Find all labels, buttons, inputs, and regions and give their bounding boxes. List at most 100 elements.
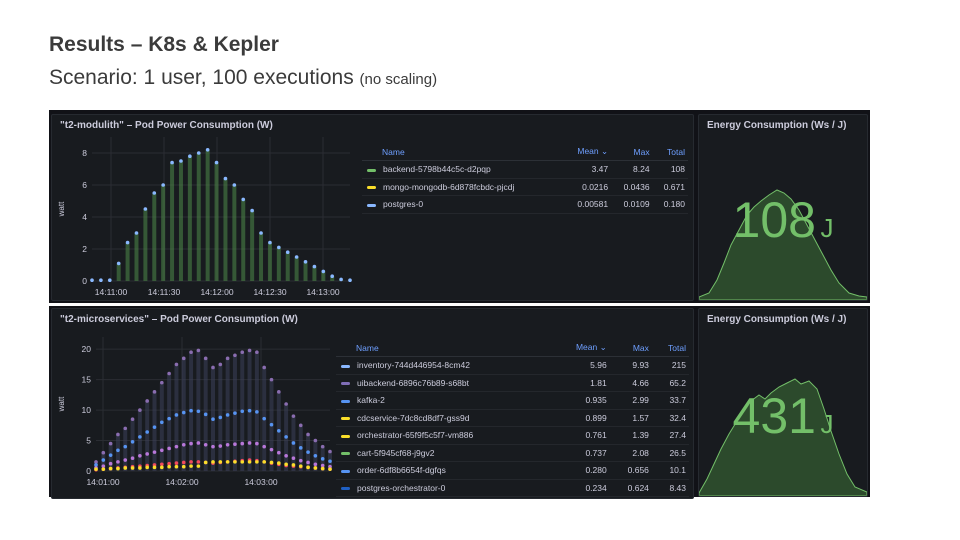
data-point — [211, 460, 215, 464]
data-point — [259, 231, 263, 235]
legend-row[interactable]: kafka-2 0.935 2.99 33.7 — [336, 391, 689, 410]
data-bar — [178, 161, 183, 281]
legend-header-max[interactable]: Max — [609, 339, 652, 357]
data-point — [291, 414, 296, 418]
data-point — [160, 420, 164, 425]
series-label: mongo-mongodb-6d878fcbdc-pjcdj — [383, 181, 515, 192]
subtitle-text: Scenario: 1 user, 100 executions — [49, 66, 354, 89]
data-point — [152, 465, 157, 470]
legend-series-name[interactable]: backend-5798b44c5c-d2pqp — [362, 160, 564, 179]
legend-series-name[interactable]: cart-5f945cf68-j9gv2 — [336, 444, 553, 462]
legend-mean: 0.0216 — [563, 178, 612, 196]
legend-row[interactable]: backend-5798b44c5c-d2pqp 3.47 8.24 108 — [362, 160, 688, 179]
legend-row[interactable]: uibackend-6896c76b89-s68bt 1.81 4.66 65.2 — [336, 374, 689, 392]
data-point — [291, 441, 296, 445]
series-label: order-6df8b6654f-dgfqs — [357, 465, 446, 476]
data-point — [223, 176, 228, 181]
data-point — [233, 411, 237, 415]
legend-header-mean[interactable]: Mean ⌄ — [563, 143, 612, 161]
legend-header-total[interactable]: Total — [651, 339, 689, 357]
legend-header-name[interactable]: Name — [336, 339, 553, 357]
legend-series-name[interactable]: cdcservice-7dc8cd8df7-gss9d — [336, 409, 553, 427]
data-point — [138, 466, 142, 470]
data-point — [284, 453, 288, 458]
legend-row[interactable]: postgres-orchestrator-0 0.234 0.624 8.43 — [336, 479, 689, 497]
series-color-swatch — [367, 186, 376, 189]
legend-total: 108 — [652, 160, 688, 179]
legend-series-name[interactable]: uibackend-6896c76b89-s68bt — [336, 374, 553, 392]
data-point — [313, 453, 318, 458]
legend-series-name[interactable]: kafka-2 — [336, 391, 553, 410]
legend-total: 27.4 — [651, 426, 689, 445]
legend-mean: 0.761 — [552, 426, 610, 445]
data-point — [225, 356, 230, 361]
data-point — [152, 191, 157, 195]
data-point — [94, 467, 98, 471]
data-point — [268, 240, 272, 245]
legend-series-name[interactable]: mongo-mongodb-6d878fcbdc-pjcdj — [362, 178, 564, 196]
legend-series-name[interactable]: order-6df8b6654f-dgfqs — [336, 461, 553, 480]
data-point — [291, 456, 296, 461]
data-point — [161, 183, 165, 187]
data-point — [116, 432, 120, 437]
legend-series-name[interactable]: postgres-0 — [362, 195, 564, 214]
legend-row[interactable]: inventory-744d446954-8cm42 5.96 9.93 215 — [336, 356, 689, 375]
legend-header-max[interactable]: Max — [611, 143, 653, 161]
legend-header-name[interactable]: Name — [362, 143, 564, 161]
legend-series-name[interactable]: postgres-orchestrator-0 — [336, 479, 553, 497]
data-bar — [115, 434, 120, 471]
data-point — [174, 413, 179, 417]
data-point — [152, 450, 157, 454]
data-point — [269, 422, 274, 427]
data-point — [130, 456, 135, 461]
data-point — [247, 348, 252, 353]
data-point — [328, 467, 332, 471]
y-tick-label: 0 — [82, 276, 87, 286]
legend-header-mean[interactable]: Mean ⌄ — [552, 339, 610, 357]
x-tick-label: 14:13:00 — [306, 287, 339, 297]
legend-row[interactable]: cdcservice-7dc8cd8df7-gss9d 0.899 1.57 32.4 — [336, 409, 689, 427]
energy-panel-title[interactable]: Energy Consumption (Ws / J) — [707, 120, 847, 131]
legend-header-total[interactable]: Total — [652, 143, 688, 161]
power-chart-modulith: watt 0 2 4 6 8 14:11:00 14:11:30 14:12:00 14:12:3… — [57, 137, 352, 297]
data-point — [189, 350, 193, 355]
legend-row[interactable]: cart-5f945cf68-j9gv2 0.737 2.08 26.5 — [336, 444, 689, 462]
series-color-swatch — [341, 469, 350, 473]
series-color-swatch — [341, 364, 350, 368]
series-color-swatch — [341, 452, 350, 455]
data-point — [313, 466, 318, 470]
energy-panel-title[interactable]: Energy Consumption (Ws / J) — [707, 314, 847, 325]
data-point — [196, 464, 201, 468]
data-point — [188, 154, 192, 158]
legend-series-name[interactable]: orchestrator-65f9f5c5f7-vm886 — [336, 426, 553, 445]
legend-series-name[interactable]: inventory-744d446954-8cm42 — [336, 356, 553, 375]
data-point — [181, 464, 186, 469]
x-tick-label: 14:01:00 — [86, 477, 119, 487]
data-point — [174, 362, 179, 367]
data-point — [225, 460, 230, 464]
data-point — [232, 183, 237, 187]
data-point — [277, 461, 281, 465]
data-point — [145, 465, 149, 470]
legend-row[interactable]: order-6df8b6654f-dgfqs 0.280 0.656 10.1 — [336, 461, 689, 480]
panel-title[interactable]: "t2-microservices" – Pod Power Consumpti… — [60, 314, 298, 325]
data-point — [298, 423, 303, 428]
legend-total: 215 — [651, 356, 689, 375]
power-panel-modulith: "t2-modulith" – Pod Power Consumption (W… — [51, 114, 694, 301]
legend-max: 9.93 — [609, 356, 652, 375]
data-point — [108, 441, 113, 446]
energy-sparkline — [699, 189, 867, 300]
legend-total: 33.7 — [651, 391, 689, 410]
data-bar — [167, 373, 172, 471]
legend-total: 10.1 — [651, 461, 689, 480]
data-point — [262, 416, 266, 421]
data-bar — [285, 252, 290, 281]
legend-row[interactable]: mongo-mongodb-6d878fcbdc-pjcdj 0.0216 0.04… — [362, 178, 688, 196]
data-point — [240, 350, 245, 355]
legend-row[interactable]: orchestrator-65f9f5c5f7-vm886 0.761 1.39 27… — [336, 426, 689, 445]
series-color-swatch — [341, 382, 350, 385]
data-point — [130, 417, 135, 422]
panel-title[interactable]: "t2-modulith" – Pod Power Consumption (W… — [60, 120, 273, 131]
legend-row[interactable]: postgres-0 0.00581 0.0109 0.180 — [362, 195, 688, 214]
energy-panel-microservices: Energy Consumption (Ws / J) 431 J — [698, 308, 868, 497]
